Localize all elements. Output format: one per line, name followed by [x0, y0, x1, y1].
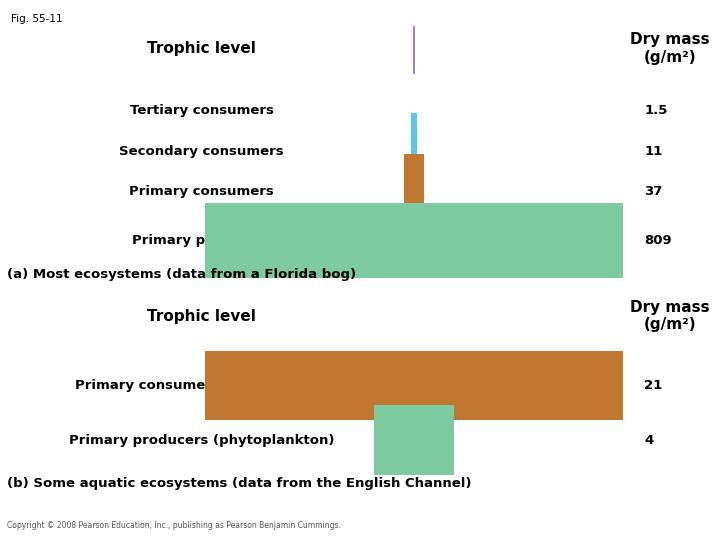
- Text: Dry mass
(g/m²): Dry mass (g/m²): [630, 300, 709, 332]
- Bar: [205, 202, 623, 278]
- Bar: [374, 406, 454, 475]
- Text: Dry mass
(g/m²): Dry mass (g/m²): [630, 32, 709, 65]
- Text: Fig. 55-11: Fig. 55-11: [11, 14, 63, 24]
- Bar: [205, 351, 623, 420]
- Bar: [405, 154, 423, 230]
- Text: Primary producers (phytoplankton): Primary producers (phytoplankton): [69, 434, 334, 447]
- Text: 809: 809: [644, 234, 672, 247]
- Text: Primary consumers (zooplankton): Primary consumers (zooplankton): [75, 379, 328, 392]
- Text: Secondary consumers: Secondary consumers: [120, 145, 284, 158]
- Text: Trophic level: Trophic level: [147, 41, 256, 56]
- Text: Trophic level: Trophic level: [147, 308, 256, 323]
- Bar: [413, 73, 415, 148]
- Bar: [411, 113, 417, 189]
- Text: 1.5: 1.5: [644, 104, 667, 117]
- Text: 21: 21: [644, 379, 662, 392]
- Text: 4: 4: [644, 434, 654, 447]
- Text: Copyright © 2008 Pearson Education, Inc., publishing as Pearson Benjamin Cumming: Copyright © 2008 Pearson Education, Inc.…: [7, 521, 341, 530]
- Text: 11: 11: [644, 145, 662, 158]
- Text: Primary consumers: Primary consumers: [129, 185, 274, 198]
- Text: Primary producers: Primary producers: [132, 234, 271, 247]
- Text: 37: 37: [644, 185, 663, 198]
- Text: Tertiary consumers: Tertiary consumers: [130, 104, 274, 117]
- Text: (b) Some aquatic ecosystems (data from the English Channel): (b) Some aquatic ecosystems (data from t…: [7, 477, 472, 490]
- Text: (a) Most ecosystems (data from a Florida bog): (a) Most ecosystems (data from a Florida…: [7, 268, 356, 281]
